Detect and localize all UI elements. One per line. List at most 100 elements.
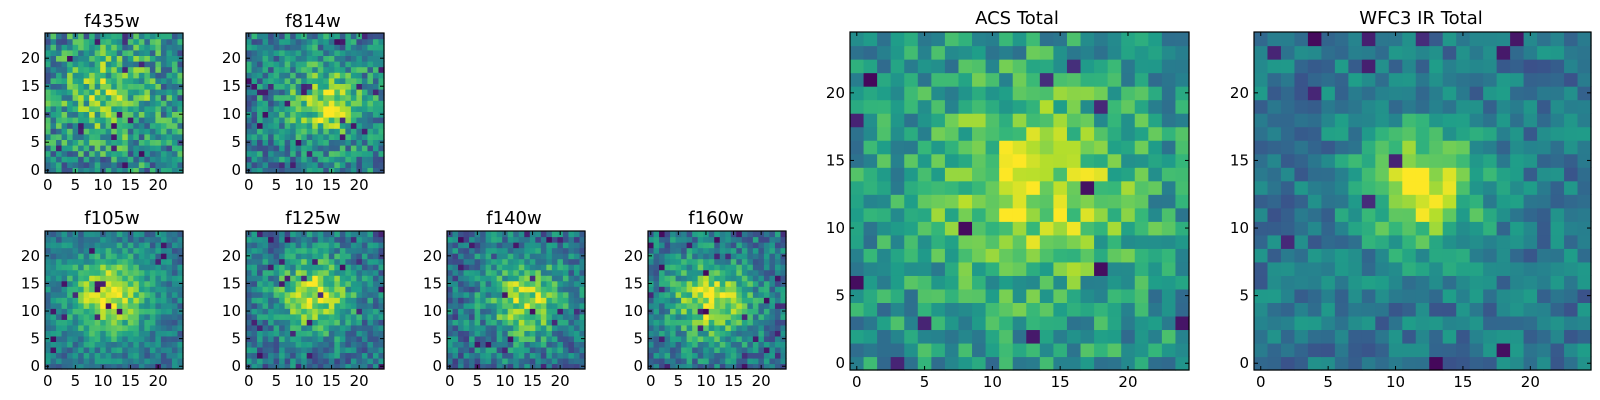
heatmap-cell <box>133 128 140 135</box>
heatmap-cell <box>999 72 1014 87</box>
heatmap-cell <box>138 133 145 140</box>
heatmap-cell <box>1039 113 1054 128</box>
heatmap-cell <box>686 352 693 359</box>
heatmap-cell <box>257 44 264 51</box>
heatmap-cell <box>1550 302 1565 317</box>
heatmap-cell <box>127 280 134 287</box>
heatmap-cell <box>958 126 973 141</box>
heatmap-cell <box>138 297 145 304</box>
heatmap-cell <box>1564 167 1579 182</box>
heatmap-cell <box>1161 315 1177 331</box>
heatmap-cell <box>361 346 369 354</box>
heatmap-cell <box>127 156 134 163</box>
heatmap-cell <box>747 247 754 254</box>
heatmap-cells <box>45 231 184 370</box>
heatmap-cell <box>491 253 498 260</box>
heatmap-cell <box>659 335 666 342</box>
heatmap-cell <box>149 308 156 315</box>
heatmap-cell <box>61 269 68 276</box>
heatmap-cell <box>122 346 129 354</box>
heatmap-cell <box>138 302 145 309</box>
heatmap-cell <box>127 133 134 140</box>
heatmap-cell <box>752 275 759 282</box>
heatmap-cell <box>378 145 385 152</box>
heatmap-cell <box>317 133 324 140</box>
heatmap-cell <box>251 128 258 135</box>
heatmap-cell <box>323 247 330 254</box>
heatmap-cell <box>133 242 140 249</box>
heatmap-cell <box>1429 329 1444 344</box>
heatmap-cell <box>697 319 704 326</box>
heatmap-cell <box>67 55 74 62</box>
heatmap-cell <box>306 89 313 96</box>
heatmap-cell <box>697 253 704 260</box>
heatmap-cell <box>458 346 465 354</box>
heatmap-cell <box>485 357 492 365</box>
heatmap-cell <box>944 194 960 209</box>
heatmap-cell <box>100 44 107 51</box>
heatmap-cell <box>452 275 459 282</box>
heatmap-cell <box>290 269 297 276</box>
heatmap-cell <box>122 105 129 112</box>
heatmap-cell <box>1550 356 1565 371</box>
heatmap-cell <box>273 324 280 331</box>
heatmap-cell <box>1094 45 1109 60</box>
heatmap-cell <box>105 236 112 243</box>
heatmap-cell <box>279 111 286 118</box>
heatmap-cell <box>1134 342 1149 358</box>
heatmap-cell <box>312 49 319 56</box>
heatmap-cell <box>144 352 151 359</box>
heatmap-cell <box>83 247 90 254</box>
heatmap-cell <box>540 258 547 265</box>
heatmap-cell <box>171 117 179 124</box>
heatmap-cell <box>502 302 509 309</box>
heatmap-cell <box>78 128 85 135</box>
heatmap-cell <box>1334 221 1349 236</box>
heatmap-cell <box>931 72 946 87</box>
heatmap-cell <box>273 247 280 254</box>
heatmap-cell <box>863 194 878 209</box>
heatmap-cell <box>361 83 369 90</box>
heatmap-cell <box>1053 180 1068 195</box>
heatmap-cell <box>50 346 57 354</box>
heatmap-cell <box>257 117 264 124</box>
heatmap-cell <box>758 341 765 348</box>
heatmap-cell <box>1026 59 1041 74</box>
heatmap-cell <box>306 291 313 298</box>
heatmap-cell <box>334 341 341 348</box>
heatmap-cell <box>56 264 63 271</box>
heatmap-cell <box>372 83 380 90</box>
heatmap-cell <box>518 297 525 304</box>
heatmap-cell <box>1107 126 1122 141</box>
heatmap-cell <box>122 122 129 129</box>
heatmap-cell <box>1294 356 1309 371</box>
heatmap-cell <box>769 275 776 282</box>
heatmap-cell <box>61 313 68 320</box>
heatmap-cell <box>890 302 905 317</box>
heatmap-cell <box>323 111 330 118</box>
heatmap-cell <box>730 269 737 276</box>
heatmap-cell <box>372 291 380 298</box>
heatmap-cell <box>262 335 269 342</box>
heatmap-cell <box>89 363 96 370</box>
heatmap-cell <box>356 61 363 68</box>
heatmap-cell <box>171 55 179 62</box>
heatmap-cell <box>725 231 732 238</box>
heatmap-cell <box>513 291 520 298</box>
heatmap-cell <box>452 280 459 287</box>
heatmap-cell <box>573 247 581 254</box>
heatmap-cell <box>295 44 302 51</box>
heatmap-cell <box>100 264 107 271</box>
heatmap-cell <box>1175 302 1190 317</box>
heatmap-cell <box>1039 167 1054 182</box>
heatmap-cell <box>491 291 498 298</box>
heatmap-cell <box>78 38 85 45</box>
heatmap-cell <box>507 286 514 293</box>
heatmap-cell <box>1361 261 1376 276</box>
heatmap-cell <box>166 94 173 101</box>
heatmap-cell <box>144 346 151 354</box>
heatmap-cell <box>67 308 74 315</box>
heatmap-cell <box>1442 356 1457 371</box>
heatmap-cell <box>653 269 660 276</box>
heatmap-cell <box>127 297 134 304</box>
